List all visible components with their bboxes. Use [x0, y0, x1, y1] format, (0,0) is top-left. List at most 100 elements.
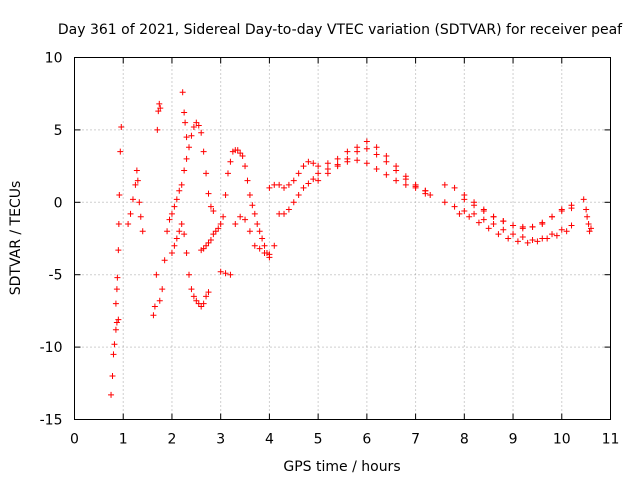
- data-point: [305, 180, 312, 187]
- data-point: [266, 251, 273, 258]
- y-tick-label: -15: [40, 413, 63, 429]
- data-point: [271, 242, 278, 249]
- data-point: [251, 242, 258, 249]
- data-point: [281, 210, 288, 217]
- data-point: [210, 207, 217, 214]
- data-point: [354, 157, 361, 164]
- data-point: [173, 196, 180, 203]
- data-point: [373, 165, 380, 172]
- data-point: [203, 170, 210, 177]
- data-point: [139, 228, 146, 235]
- data-point: [295, 192, 302, 199]
- data-point: [276, 181, 283, 188]
- x-tick-label: 8: [460, 432, 469, 448]
- series-arc-p: [461, 196, 575, 230]
- data-point: [136, 199, 143, 206]
- x-tick-label: 1: [119, 432, 128, 448]
- data-point: [471, 210, 478, 217]
- data-point: [549, 231, 556, 238]
- data-point: [190, 293, 197, 300]
- data-point: [490, 221, 497, 228]
- data-point: [583, 206, 590, 213]
- data-point: [344, 148, 351, 155]
- data-point: [153, 271, 160, 278]
- data-point: [232, 221, 239, 228]
- data-point: [510, 222, 517, 229]
- y-tick-label: 5: [54, 123, 63, 139]
- data-point: [588, 225, 595, 232]
- series-arc-e: [156, 119, 217, 304]
- x-axis-label: GPS time / hours: [283, 459, 400, 475]
- data-point: [427, 192, 434, 199]
- series-arc-i: [217, 213, 278, 278]
- data-point: [310, 160, 317, 167]
- series-arc-h: [198, 147, 273, 261]
- x-tick-labels: 0 1 2 3 4 5 6 7 8 9 10 11: [70, 432, 619, 448]
- data-point: [334, 155, 341, 162]
- data-point: [412, 183, 419, 190]
- data-point: [117, 148, 124, 155]
- data-point: [159, 286, 166, 293]
- data-point: [203, 293, 210, 300]
- data-point: [266, 184, 273, 191]
- data-point: [176, 228, 183, 235]
- series-arc-g: [179, 89, 190, 141]
- data-point: [176, 187, 183, 194]
- data-point: [383, 171, 390, 178]
- data-point: [222, 270, 229, 277]
- series-arc-a: [108, 316, 122, 398]
- plot-frame: [74, 57, 611, 420]
- data-point: [363, 145, 370, 152]
- data-point: [118, 124, 125, 131]
- data-point: [133, 167, 140, 174]
- data-point: [168, 249, 175, 256]
- data-point: [178, 181, 185, 188]
- data-point: [259, 235, 266, 242]
- data-point: [461, 196, 468, 203]
- data-point: [544, 235, 551, 242]
- x-tick-label: 6: [362, 432, 371, 448]
- x-tick-label: 4: [265, 432, 274, 448]
- series-arc-k: [276, 157, 429, 217]
- data-point: [300, 184, 307, 191]
- data-point: [295, 170, 302, 177]
- data-point: [261, 249, 268, 256]
- data-point: [324, 170, 331, 177]
- data-point: [115, 247, 122, 254]
- data-point: [249, 202, 256, 209]
- data-point: [132, 181, 139, 188]
- data-point: [363, 160, 370, 167]
- x-tick-label: 0: [70, 432, 79, 448]
- y-tick-label: 0: [54, 195, 63, 211]
- data-point: [363, 138, 370, 145]
- axis-ticks: [74, 57, 611, 420]
- data-point: [127, 210, 134, 217]
- data-point: [112, 300, 119, 307]
- y-axis-label: SDTVAR / TECUs: [8, 181, 24, 296]
- data-point: [584, 213, 591, 220]
- data-point: [156, 100, 163, 107]
- data-point: [242, 163, 249, 170]
- grid-lines: [74, 57, 611, 420]
- x-tick-label: 5: [314, 432, 323, 448]
- data-point: [150, 312, 157, 319]
- data-point: [383, 152, 390, 159]
- y-tick-label: -10: [40, 340, 63, 356]
- data-point: [456, 210, 463, 217]
- data-point: [113, 286, 120, 293]
- data-point: [190, 124, 197, 131]
- data-point: [181, 231, 188, 238]
- data-point: [111, 341, 118, 348]
- data-point: [461, 207, 468, 214]
- data-point: [422, 190, 429, 197]
- data-point: [188, 286, 195, 293]
- data-point: [112, 326, 119, 333]
- data-point: [568, 202, 575, 209]
- data-point: [178, 221, 185, 228]
- data-point: [161, 257, 168, 264]
- data-point: [198, 129, 205, 136]
- data-point: [156, 297, 163, 304]
- x-tick-label: 3: [216, 432, 225, 448]
- data-point: [475, 219, 482, 226]
